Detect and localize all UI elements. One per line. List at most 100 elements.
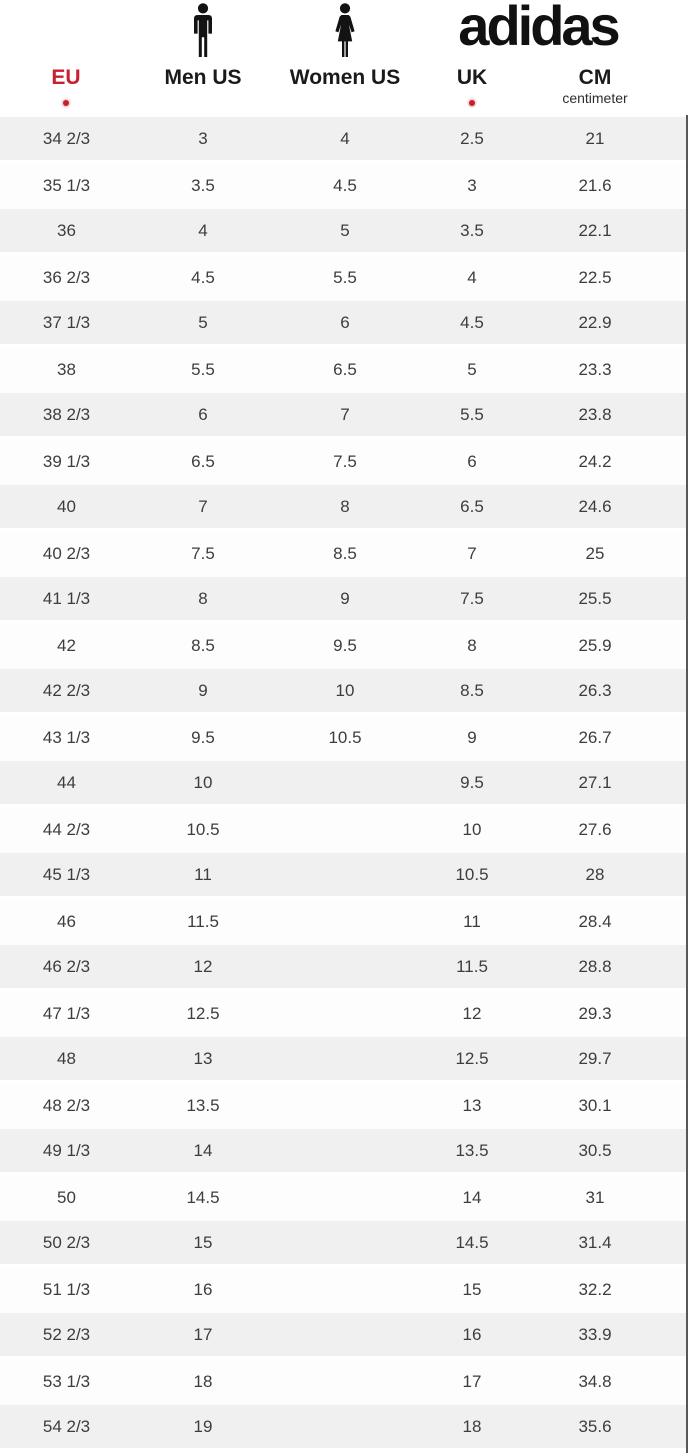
cell-eu: 34 2/3 — [42, 128, 91, 148]
red-dot-icon — [469, 100, 475, 106]
cell-cm: 31 — [585, 1188, 605, 1207]
cell-cm: 24.2 — [578, 452, 612, 471]
woman-icon — [326, 3, 364, 60]
cell-uk: 8 — [467, 636, 477, 655]
table-row: 40 7 8 6.5 24.6 — [0, 485, 688, 531]
cell-women-us: 4.5 — [333, 176, 357, 195]
cell-eu: 35 1/3 — [42, 176, 91, 195]
cell-men-us: 19 — [193, 1416, 213, 1436]
cell-men-us: 12 — [193, 956, 213, 976]
cell-eu: 50 — [57, 1188, 76, 1207]
cell-cm: 29.3 — [578, 1004, 612, 1023]
cell-eu: 44 — [57, 772, 76, 792]
cell-cm: 27.1 — [578, 772, 612, 792]
cell-eu: 38 2/3 — [42, 404, 91, 424]
table-row: 52 2/3 17 16 33.9 — [0, 1313, 688, 1359]
table-row: 38 5.5 6.5 5 23.3 — [0, 347, 688, 393]
cell-men-us: 13 — [193, 1048, 213, 1068]
cell-women-us: 5 — [340, 220, 350, 240]
table-row: 39 1/3 6.5 7.5 6 24.2 — [0, 439, 688, 485]
cell-men-us: 8 — [198, 588, 208, 608]
cell-cm: 22.5 — [578, 268, 612, 287]
table-row: 50 2/3 15 14.5 31.4 — [0, 1221, 688, 1267]
cell-men-us: 15 — [193, 1232, 213, 1252]
cell-eu: 46 2/3 — [42, 956, 91, 976]
table-header: adidas EU Men US Women US UK CM centimet… — [0, 0, 688, 117]
cell-women-us: 10.5 — [328, 728, 362, 747]
cell-cm: 31.4 — [578, 1232, 612, 1252]
cell-uk: 10 — [462, 820, 482, 839]
cell-uk: 4 — [467, 268, 477, 287]
cell-men-us: 6.5 — [191, 452, 215, 471]
table-row: 34 2/3 3 4 2.5 21 — [0, 117, 688, 163]
cell-cm: 23.3 — [578, 360, 612, 379]
cell-eu: 52 2/3 — [42, 1324, 91, 1344]
cell-cm: 30.1 — [578, 1096, 612, 1115]
cell-women-us: 9 — [340, 588, 350, 608]
table-row: 46 2/3 12 11.5 28.8 — [0, 945, 688, 991]
cell-women-us: 9.5 — [333, 636, 357, 655]
cell-men-us: 8.5 — [191, 636, 215, 655]
cell-uk: 17 — [462, 1372, 482, 1391]
cell-eu: 45 1/3 — [42, 864, 91, 884]
cell-cm: 21.6 — [578, 176, 612, 195]
cell-uk: 11 — [463, 912, 481, 931]
cell-women-us: 8.5 — [333, 544, 357, 563]
cell-eu: 46 — [57, 912, 76, 931]
cell-men-us: 14 — [193, 1140, 213, 1160]
right-edge-line — [686, 115, 688, 1453]
cell-cm: 24.6 — [578, 496, 612, 516]
table-row: 43 1/3 9.5 10.5 9 26.7 — [0, 715, 688, 761]
table-row: 36 4 5 3.5 22.1 — [0, 209, 688, 255]
cell-cm: 28 — [585, 864, 605, 884]
cell-men-us: 5 — [198, 312, 208, 332]
column-header-women-us: Women US — [289, 66, 401, 89]
cell-men-us: 10.5 — [186, 820, 220, 839]
cell-men-us: 11.5 — [187, 912, 219, 931]
cell-uk: 5 — [467, 360, 477, 379]
cell-men-us: 6 — [198, 404, 208, 424]
cell-men-us: 5.5 — [191, 360, 215, 379]
table-row: 48 13 12.5 29.7 — [0, 1037, 688, 1083]
cell-cm: 30.5 — [578, 1140, 612, 1160]
cell-eu: 44 2/3 — [42, 820, 91, 839]
cell-eu: 54 2/3 — [42, 1416, 91, 1436]
cell-uk: 3 — [467, 176, 477, 195]
table-row: 48 2/3 13.5 13 30.1 — [0, 1083, 688, 1129]
cell-men-us: 9.5 — [191, 728, 215, 747]
cell-women-us: 7 — [340, 404, 350, 424]
cell-eu: 42 2/3 — [42, 680, 91, 700]
cell-cm: 26.7 — [578, 728, 612, 747]
cell-eu: 38 — [57, 360, 76, 379]
cell-men-us: 10 — [193, 772, 213, 792]
cell-uk: 6 — [467, 452, 477, 471]
cell-men-us: 16 — [193, 1280, 213, 1299]
cell-women-us: 8 — [340, 496, 350, 516]
column-header-uk: UK — [456, 66, 488, 89]
cell-cm: 34.8 — [578, 1372, 612, 1391]
adidas-logo: adidas — [458, 0, 620, 57]
cell-uk: 15 — [462, 1280, 482, 1299]
cell-men-us: 3.5 — [191, 176, 215, 195]
cell-uk: 13.5 — [455, 1140, 489, 1160]
cell-uk: 14 — [462, 1188, 482, 1207]
table-row: 44 2/3 10.5 10 27.6 — [0, 807, 688, 853]
cell-eu: 41 1/3 — [42, 588, 91, 608]
table-row: 50 14.5 14 31 — [0, 1175, 688, 1221]
column-header-cm: CM — [578, 66, 612, 89]
cell-eu: 37 1/3 — [42, 312, 91, 332]
table-row: 35 1/3 3.5 4.5 3 21.6 — [0, 163, 688, 209]
cell-men-us: 13.5 — [186, 1096, 220, 1115]
cell-uk: 7 — [467, 544, 477, 563]
cell-uk: 16 — [462, 1324, 482, 1344]
cell-uk: 2.5 — [460, 128, 484, 148]
size-table: 34 2/3 3 4 2.5 21 35 1/3 3.5 4.5 3 21.6 … — [0, 117, 688, 1451]
cell-cm: 32.2 — [578, 1280, 612, 1299]
cell-cm: 28.8 — [578, 956, 612, 976]
cell-uk: 12 — [462, 1004, 482, 1023]
cell-eu: 48 2/3 — [42, 1096, 91, 1115]
man-icon — [185, 3, 221, 60]
cell-men-us: 12.5 — [186, 1004, 220, 1023]
cell-women-us: 4 — [340, 128, 350, 148]
table-row: 42 8.5 9.5 8 25.9 — [0, 623, 688, 669]
